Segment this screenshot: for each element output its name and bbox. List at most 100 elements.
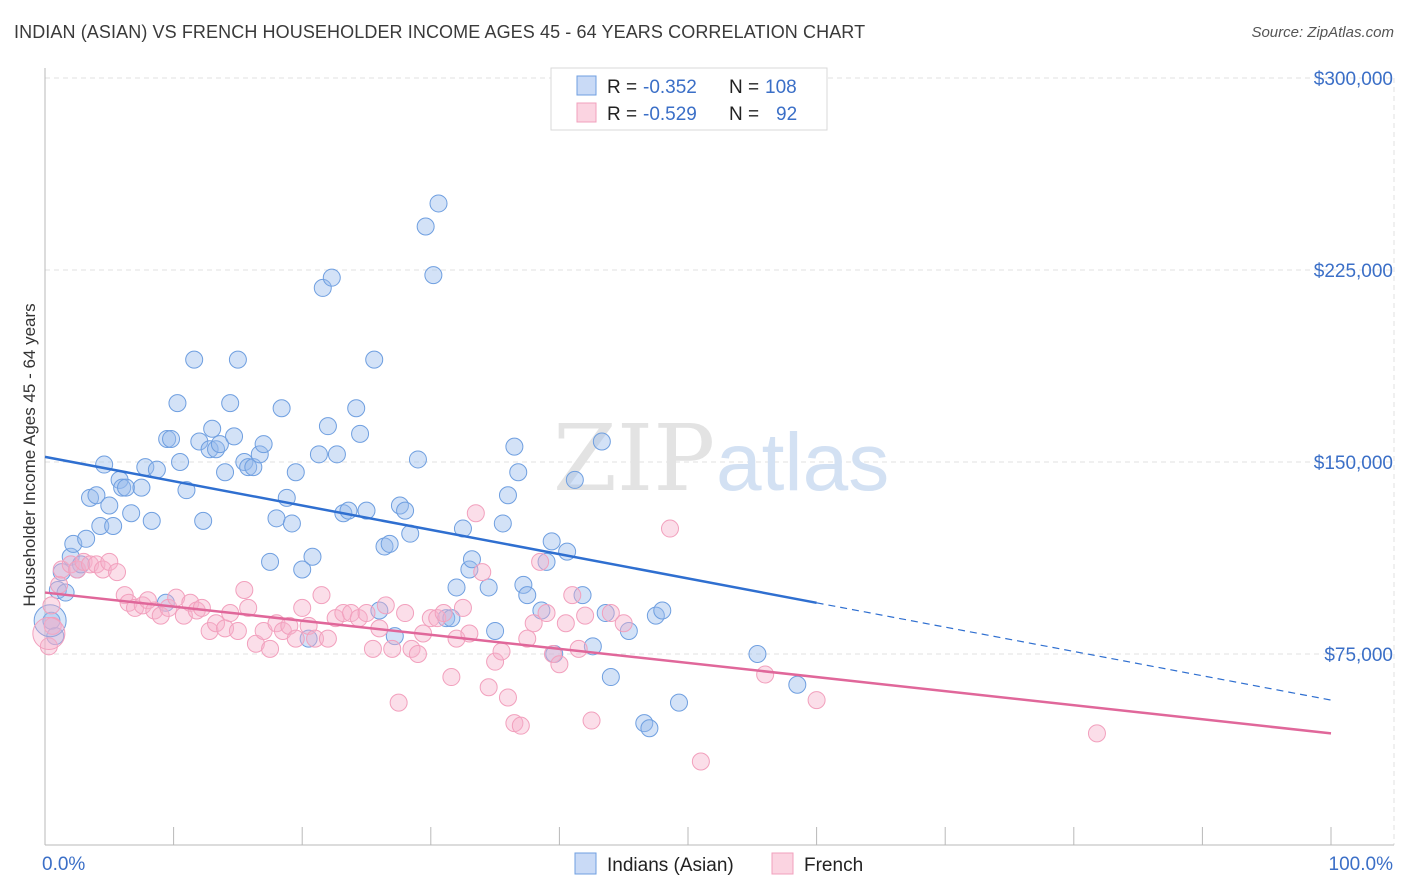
indians-point [299, 629, 318, 648]
indians-point [254, 435, 273, 454]
indians-point [318, 417, 337, 436]
french-point [100, 552, 119, 571]
indians-point [375, 537, 394, 556]
indians-point [203, 419, 222, 438]
french-point [466, 504, 485, 523]
y-tick-label: $150,000 [1314, 453, 1393, 474]
watermark: ZIP atlas [553, 405, 889, 512]
indians-point [748, 645, 767, 663]
indians-point [91, 517, 110, 535]
x-tick-label: 100.0% [1329, 854, 1394, 875]
french-point [660, 519, 679, 538]
legend-n-label-1: N = [729, 77, 759, 98]
indians-point [158, 429, 177, 448]
indians-point [518, 586, 537, 605]
french-point [306, 629, 325, 648]
indians-point [190, 432, 209, 451]
series-legend: Indians (Asian) French [574, 852, 863, 876]
bottom-legend-label-indians: Indians (Asian) [607, 855, 734, 876]
indians-point [357, 501, 376, 520]
bottom-legend-swatch-french [771, 852, 794, 875]
indians-point [640, 719, 659, 738]
french-point [537, 604, 556, 623]
french-point [691, 752, 710, 771]
french-point [357, 604, 376, 623]
indians-point [601, 668, 620, 687]
indians-point [185, 350, 204, 369]
indians-point [122, 504, 141, 523]
french-point [383, 639, 402, 658]
legend-r-value-1: -0.352 [643, 77, 697, 98]
french-point [550, 655, 569, 674]
indians-point [104, 517, 123, 535]
indians-point [424, 266, 443, 285]
indians-point [210, 435, 229, 454]
legend-n-label-2: N = [729, 104, 759, 125]
french-point [582, 711, 601, 730]
french-point [518, 629, 537, 648]
french-point [556, 614, 575, 633]
x-tick-label: 0.0% [42, 854, 85, 875]
indians-point [493, 514, 512, 533]
indians-point [225, 427, 244, 446]
y-tick-label: $300,000 [1314, 69, 1393, 90]
french-point [442, 668, 461, 687]
indians-point [788, 675, 807, 694]
legend-r-value-2: -0.529 [643, 104, 697, 125]
y-tick-label: $75,000 [1324, 645, 1393, 666]
indians-point [669, 693, 688, 712]
french-point [200, 621, 219, 640]
indians-point [142, 511, 161, 530]
french-point [576, 606, 595, 625]
trendline-indians-extension [816, 602, 1332, 701]
indians-point [313, 278, 332, 297]
indians-point [200, 440, 219, 459]
indians-point [351, 424, 370, 443]
trendlines [44, 455, 1332, 735]
x-tick-labels: 0.0% 100.0% [42, 854, 1393, 875]
indians-point [286, 463, 305, 482]
indians-point [479, 578, 498, 597]
watermark-zip: ZIP [553, 405, 715, 512]
indians-point [239, 458, 258, 477]
indians-point [168, 394, 187, 413]
y-tick-label: $225,000 [1314, 261, 1393, 282]
indians-point [293, 560, 312, 579]
chart-source: Source: ZipAtlas.com [1251, 24, 1394, 41]
french-point [50, 575, 69, 594]
french-point [486, 652, 505, 671]
indians-point [447, 578, 466, 597]
french-point [32, 617, 66, 651]
french-point [312, 586, 331, 605]
french-point [39, 637, 58, 656]
indians-point [171, 453, 190, 471]
indians-point [113, 478, 132, 497]
legend-r-label-2: R = [607, 104, 637, 125]
indians-point [309, 445, 328, 464]
french-point [389, 693, 408, 712]
legend-swatch-indians [576, 75, 597, 96]
french-point [235, 581, 254, 599]
indians-point [498, 486, 517, 505]
indians-point [365, 350, 384, 369]
french-point [108, 563, 127, 582]
indians-point [261, 552, 280, 571]
indians-point [462, 550, 481, 569]
legend-swatch-french [576, 102, 597, 123]
series-indians-points [33, 194, 807, 738]
indians-point [537, 552, 556, 571]
chart-title: INDIAN (ASIAN) VS FRENCH HOUSEHOLDER INC… [14, 22, 866, 42]
bottom-legend-swatch-indians [574, 852, 597, 875]
indians-point [514, 575, 533, 594]
bottom-legend-label-french: French [804, 855, 863, 876]
french-point [614, 614, 633, 633]
indians-point [486, 621, 505, 640]
indians-point [228, 350, 247, 369]
indians-point [117, 478, 136, 497]
gridlines [45, 77, 1395, 845]
french-point [473, 563, 492, 582]
french-point [363, 639, 382, 658]
french-point [318, 629, 337, 648]
french-point [524, 614, 543, 633]
